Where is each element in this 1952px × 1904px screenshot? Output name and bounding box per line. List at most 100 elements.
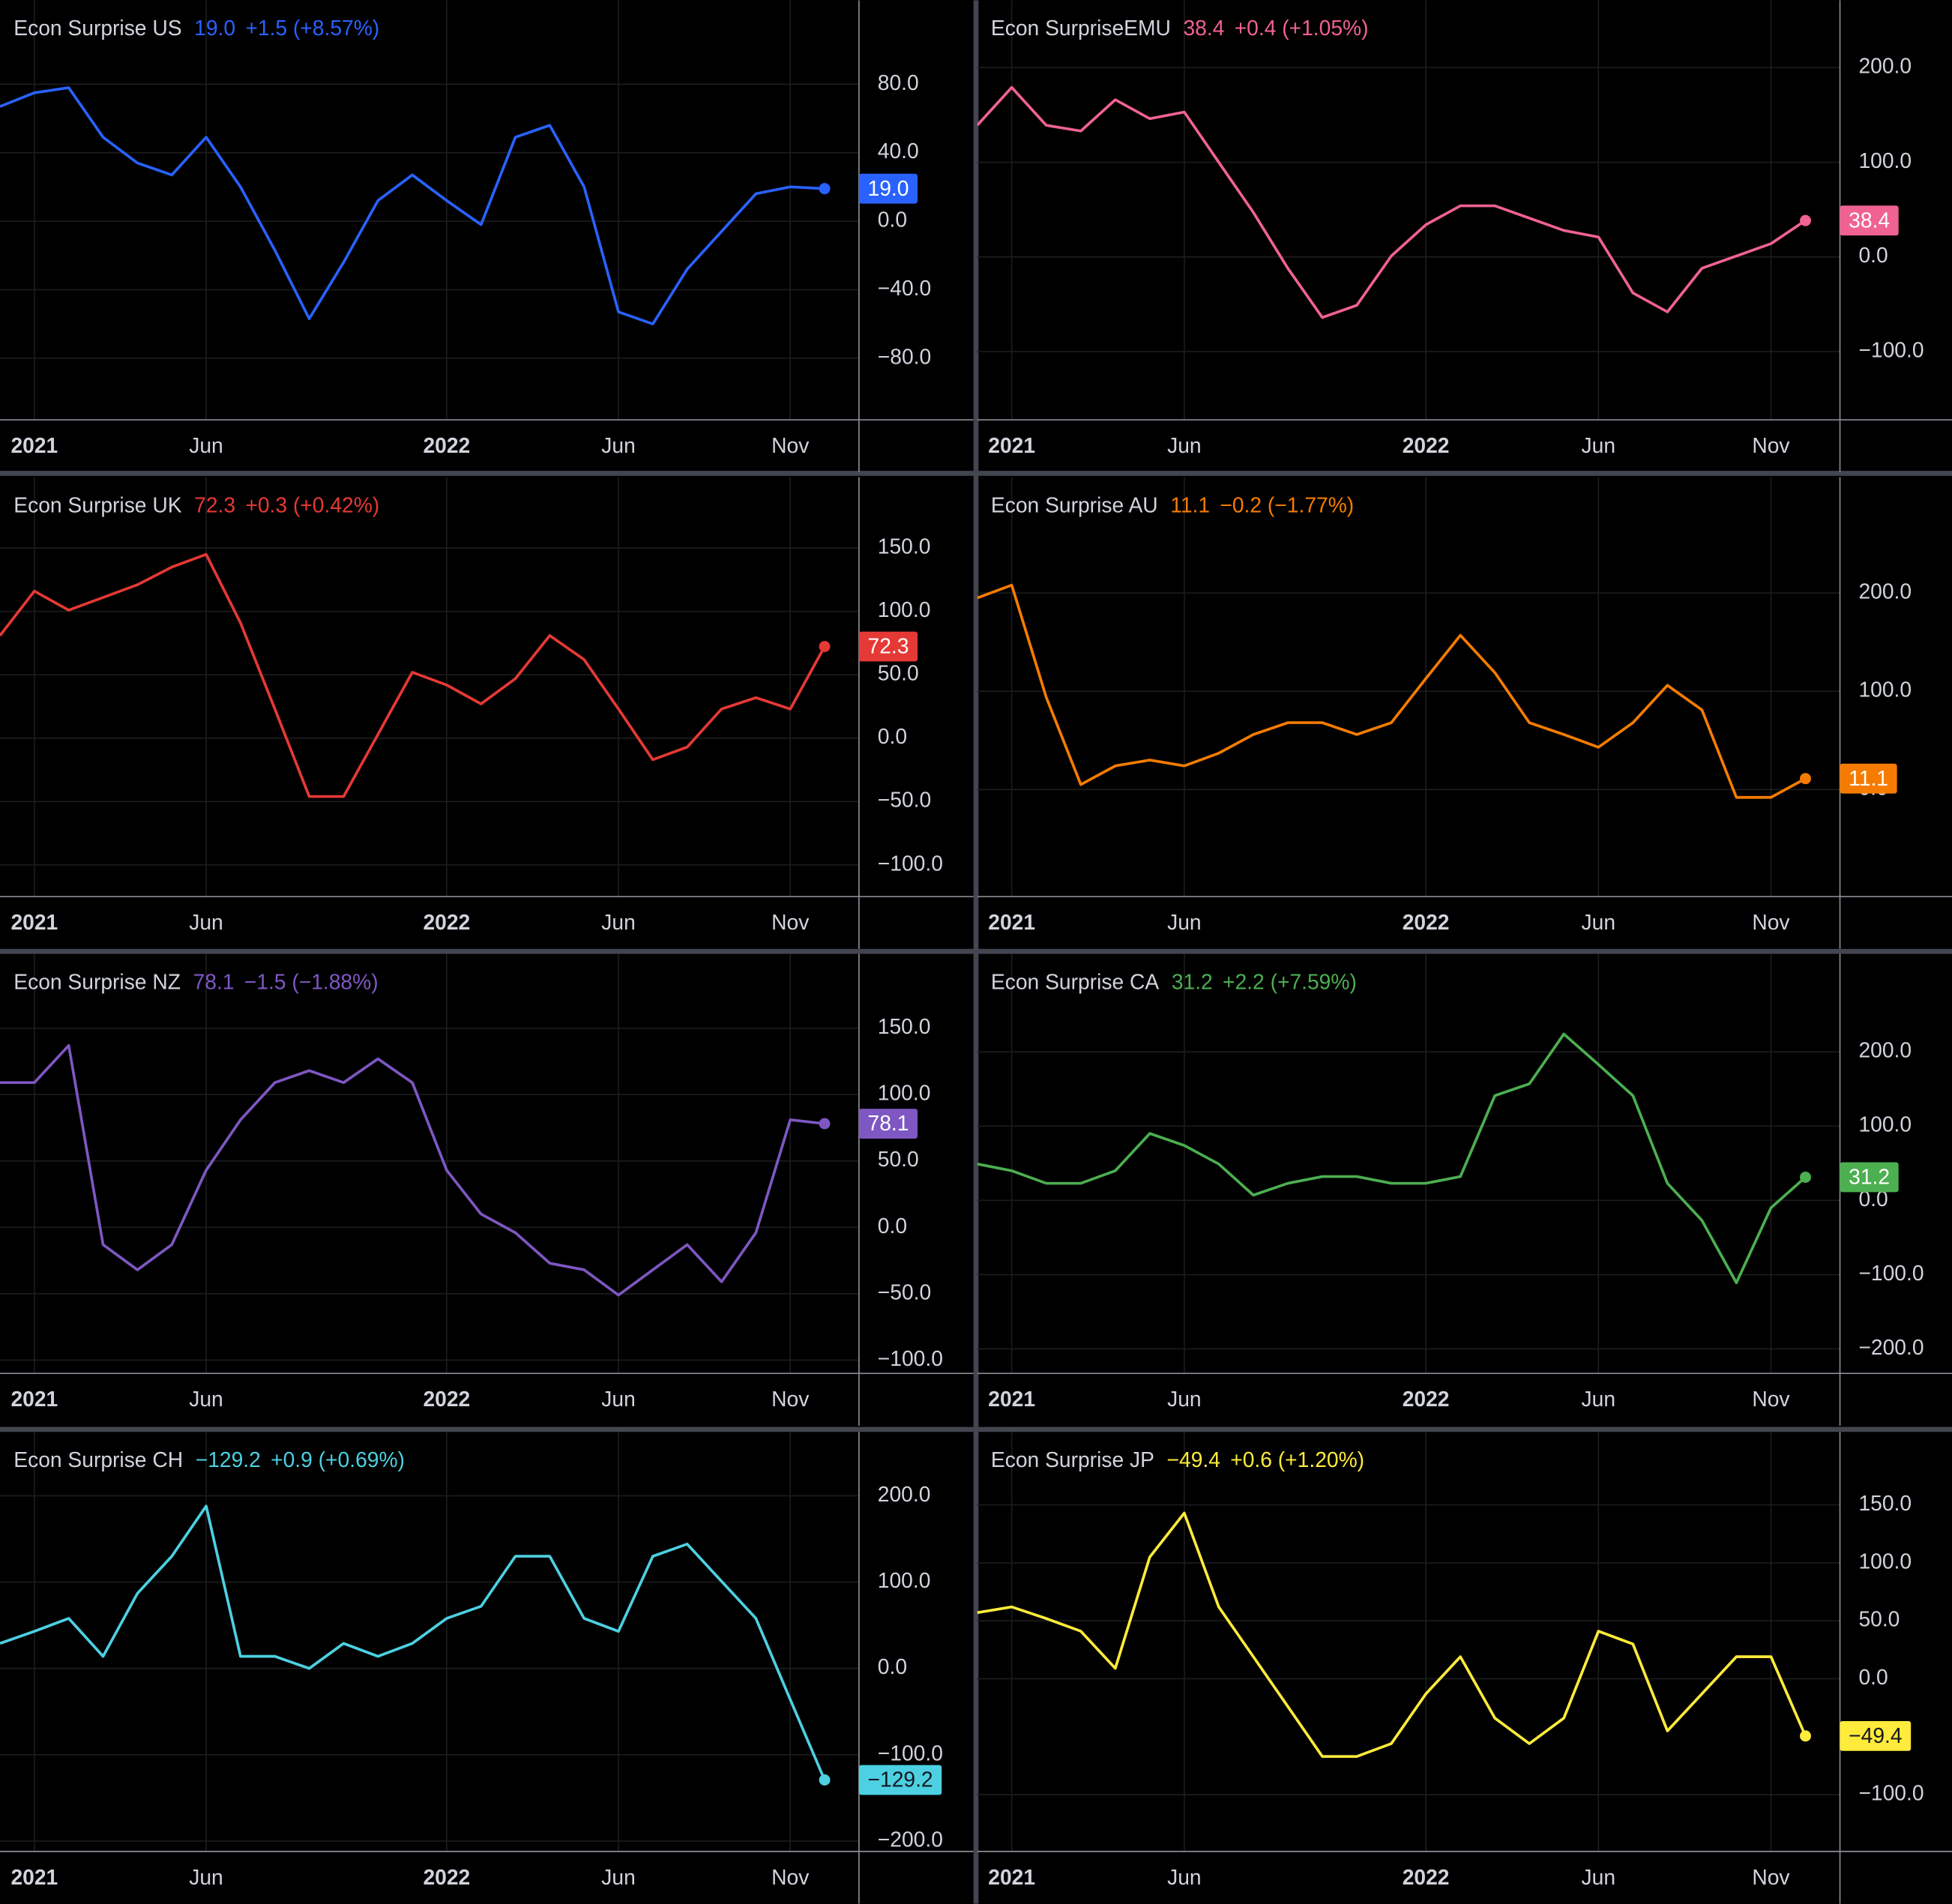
legend-header: Econ Surprise NZ 78.1 −1.5 (−1.88%) (13, 970, 378, 994)
y-tick-label: −100.0 (878, 1741, 943, 1765)
y-tick-label: −100.0 (1858, 1261, 1924, 1285)
x-tick-label: Jun (1167, 1865, 1202, 1889)
series-line (0, 1504, 826, 1781)
y-tick-label: 100.0 (1858, 1549, 1912, 1573)
price-tag-box (1840, 1162, 1899, 1193)
price-tag-box (858, 631, 918, 662)
x-tick-label: 2022 (423, 910, 470, 934)
x-tick-label: Jun (189, 433, 223, 457)
y-tick-label: 80.0 (878, 70, 919, 94)
x-tick-label: Nov (771, 433, 810, 457)
price-tag-box (858, 1109, 918, 1139)
legend-header: Econ Surprise AU 11.1 −0.2 (−1.77%) (991, 493, 1354, 517)
y-tick-label: 200.0 (1858, 54, 1912, 78)
row-separator (0, 948, 1952, 954)
y-tick-label: 0.0 (878, 724, 907, 748)
series-title: Econ Surprise JP (991, 1448, 1154, 1472)
row-separator (0, 1427, 1952, 1432)
legend-header: Econ Surprise US 19.0 +1.5 (+8.57%) (13, 16, 379, 40)
x-tick-label: Jun (1167, 433, 1202, 457)
x-tick-label: Jun (189, 1387, 223, 1411)
x-tick-label: 2021 (988, 433, 1035, 457)
price-tag: −49.4 (1840, 1720, 1912, 1751)
last-point (1800, 214, 1811, 226)
series-change: +0.9 (+0.69%) (271, 1448, 405, 1472)
price-tag-label: −49.4 (1849, 1723, 1902, 1747)
x-tick-label: 2021 (988, 910, 1035, 934)
y-tick-label: 0.0 (878, 208, 907, 232)
y-tick-label: 0.0 (1858, 243, 1888, 267)
x-tick-label: 2022 (423, 433, 470, 457)
legend-header: Econ SurpriseEMU 38.4 +0.4 (+1.05%) (991, 16, 1369, 40)
x-tick-label: Jun (601, 1387, 636, 1411)
price-tag-label: 72.3 (868, 634, 909, 658)
series-change: +2.2 (+7.59%) (1223, 970, 1357, 994)
x-tick-label: 2022 (1403, 910, 1450, 934)
y-tick-label: −50.0 (878, 788, 931, 812)
x-tick-label: Nov (771, 1865, 810, 1889)
series-title: Econ SurpriseEMU (991, 16, 1171, 40)
price-tag-label: 31.2 (1849, 1165, 1890, 1189)
y-tick-label: −40.0 (878, 276, 931, 300)
series-change: −1.5 (−1.88%) (244, 970, 379, 994)
series-last-value: 31.2 (1172, 970, 1213, 994)
x-tick-label: Nov (771, 1387, 810, 1411)
series-line (977, 583, 1807, 799)
price-tag-box (1840, 1720, 1912, 1751)
y-tick-label: 0.0 (878, 1654, 907, 1678)
legend-header: Econ Surprise UK 72.3 +0.3 (+0.42%) (13, 493, 379, 517)
price-tag-label: 38.4 (1849, 208, 1890, 232)
x-tick-label: Nov (1752, 1387, 1790, 1411)
y-tick-label: −50.0 (878, 1280, 931, 1304)
series-last-value: 11.1 (1170, 493, 1210, 517)
y-tick-label: −100.0 (1858, 338, 1924, 362)
price-tag: 31.2 (1840, 1162, 1899, 1193)
price-tag-box (1840, 205, 1899, 236)
last-point (819, 1118, 831, 1130)
price-tag-label: −129.2 (868, 1768, 933, 1792)
y-tick-label: −100.0 (878, 1346, 943, 1370)
y-tick-label: 200.0 (1858, 579, 1912, 603)
last-point (819, 1774, 831, 1786)
series-title: Econ Surprise CA (991, 970, 1159, 994)
x-tick-label: Nov (1752, 433, 1790, 457)
last-point (819, 183, 831, 195)
x-tick-label: Jun (1582, 1387, 1616, 1411)
x-tick-label: Jun (1582, 1865, 1616, 1889)
x-tick-label: Nov (1752, 1865, 1790, 1889)
x-tick-label: Jun (601, 433, 636, 457)
y-tick-label: 100.0 (1858, 678, 1912, 702)
y-tick-label: 0.0 (878, 1214, 907, 1238)
last-point (1800, 1730, 1811, 1742)
series-change: −0.2 (−1.77%) (1220, 493, 1354, 517)
x-tick-label: 2022 (1403, 1387, 1450, 1411)
x-tick-label: Nov (1752, 910, 1790, 934)
x-tick-label: 2022 (423, 1387, 470, 1411)
y-tick-label: 50.0 (878, 1147, 919, 1171)
legend-header: Econ Surprise CA 31.2 +2.2 (+7.59%) (991, 970, 1357, 994)
y-tick-label: −100.0 (878, 851, 943, 875)
y-tick-label: 200.0 (878, 1482, 931, 1506)
y-tick-label: −100.0 (1858, 1781, 1924, 1805)
series-title: Econ Surprise US (13, 16, 181, 40)
series-change: +0.4 (+1.05%) (1235, 16, 1369, 40)
series-last-value: −129.2 (196, 1448, 261, 1472)
last-point (1800, 1171, 1811, 1183)
series-title: Econ Surprise CH (13, 1448, 183, 1472)
last-point (819, 641, 831, 652)
price-tag-label: 78.1 (868, 1111, 909, 1135)
x-tick-label: 2021 (10, 433, 58, 457)
x-tick-label: Jun (1582, 910, 1616, 934)
x-tick-label: 2021 (10, 1387, 58, 1411)
y-tick-label: 50.0 (1858, 1607, 1900, 1631)
y-tick-label: −80.0 (878, 344, 931, 368)
price-tag: 38.4 (1840, 205, 1899, 236)
x-tick-label: 2021 (10, 1865, 58, 1889)
series-line (977, 1032, 1807, 1285)
y-tick-label: 150.0 (1858, 1491, 1912, 1515)
x-tick-label: Jun (189, 1865, 223, 1889)
x-tick-label: 2022 (1403, 1865, 1450, 1889)
series-change: +0.3 (+0.42%) (245, 493, 379, 517)
